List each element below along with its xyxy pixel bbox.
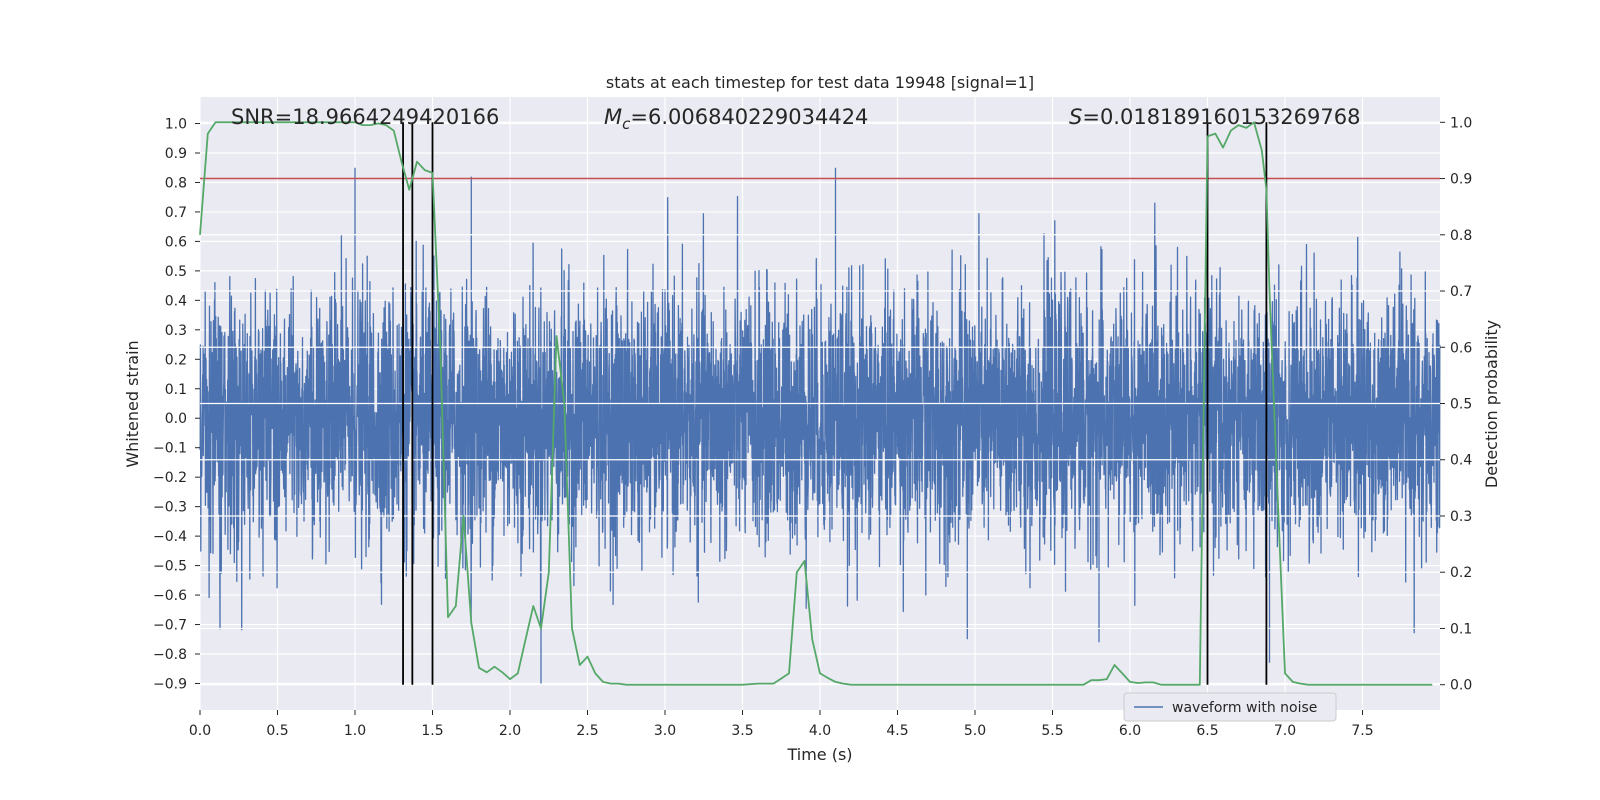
x-tick-label-0: 0.0: [189, 723, 211, 739]
x-tick-label-5: 2.5: [576, 723, 598, 739]
x-tick-label-10: 5.0: [964, 723, 986, 739]
chirp-mass-symbol: M: [604, 105, 622, 129]
y-right-tick-label-7: 0.7: [1450, 284, 1472, 300]
y-right-tick-label-9: 0.9: [1450, 172, 1472, 188]
y-left-tick-label-8: −0.1: [153, 441, 187, 457]
x-tick-label-12: 6.0: [1119, 723, 1141, 739]
probability-line: [199, 121, 1433, 686]
y-left-tick-label-6: −0.3: [153, 500, 187, 516]
y-left-tick-label-0: −0.9: [153, 676, 187, 692]
x-tick-label-8: 4.0: [809, 723, 831, 739]
x-tick-label-4: 2.0: [499, 723, 521, 739]
y-left-tick-label-16: 0.7: [165, 205, 187, 221]
y-left-tick-label-12: 0.3: [165, 323, 187, 339]
probability-series: [199, 121, 1433, 686]
x-tick-label-11: 5.5: [1041, 723, 1063, 739]
y-right-tick-label-8: 0.8: [1450, 228, 1472, 244]
y-axis-left-ticks: −0.9 −0.8 −0.7 −0.6 −0.5 −0.4 −0.3 −0.2 −0.1 0.0 0…: [153, 117, 200, 692]
y-left-tick-label-18: 0.9: [165, 146, 187, 162]
y-left-tick-label-15: 0.6: [165, 234, 187, 250]
x-axis-label: Time (s): [786, 745, 852, 764]
s-value: =0.018189160153269768: [1082, 105, 1360, 129]
snr-annotation: SNR=18.9664249420166: [231, 105, 499, 129]
x-axis-ticks: 0.0 0.5 1.0 1.5 2.0 2.5 3.0 3.5 4.0 4.5 5.0 5.5 6.0 6…: [189, 710, 1374, 739]
grid-overlay: [200, 121, 1440, 686]
y-left-tick-label-2: −0.7: [153, 618, 187, 634]
y-axis-right-label: Detection probability: [1482, 320, 1501, 488]
y-right-tick-label-0: 0.0: [1450, 678, 1472, 694]
chirp-mass-value: =6.006840229034424: [630, 105, 868, 129]
y-right-tick-label-10: 1.0: [1450, 115, 1472, 131]
legend-label: waveform with noise: [1172, 700, 1317, 716]
x-tick-label-9: 4.5: [886, 723, 908, 739]
y-left-tick-label-19: 1.0: [165, 117, 187, 133]
x-tick-label-7: 3.5: [731, 723, 753, 739]
x-tick-label-2: 1.0: [344, 723, 366, 739]
chirp-mass-annotation: Mc=6.006840229034424: [604, 105, 868, 133]
y-left-tick-label-17: 0.8: [165, 175, 187, 191]
y-right-tick-label-3: 0.3: [1450, 509, 1472, 525]
y-left-tick-label-1: −0.8: [153, 647, 187, 663]
y-axis-left-label: Whitened strain: [123, 340, 142, 467]
y-left-tick-label-10: 0.1: [165, 382, 187, 398]
y-left-tick-label-3: −0.6: [153, 588, 187, 604]
y-left-tick-label-9: 0.0: [165, 411, 187, 427]
chirp-mass-subscript: c: [622, 115, 631, 133]
y-left-tick-label-4: −0.5: [153, 559, 187, 575]
y-axis-right-ticks: 0.0 0.1 0.2 0.3 0.4 0.5 0.6 0.7 0.8 0.9 1.0: [1440, 115, 1472, 694]
y-right-tick-label-2: 0.2: [1450, 565, 1472, 581]
x-tick-label-3: 1.5: [421, 723, 443, 739]
y-left-tick-label-7: −0.2: [153, 470, 187, 486]
y-right-tick-label-6: 0.6: [1450, 340, 1472, 356]
y-left-tick-label-13: 0.4: [165, 293, 187, 309]
legend: waveform with noise: [1123, 692, 1337, 722]
y-left-tick-label-5: −0.4: [153, 529, 187, 545]
x-tick-label-1: 0.5: [266, 723, 288, 739]
x-tick-label-14: 7.0: [1274, 723, 1296, 739]
x-tick-label-13: 6.5: [1196, 723, 1218, 739]
y-left-tick-label-11: 0.2: [165, 352, 187, 368]
x-tick-label-6: 3.0: [654, 723, 676, 739]
legend-box: [1123, 692, 1337, 722]
y-right-tick-label-1: 0.1: [1450, 621, 1472, 637]
s-symbol: S: [1069, 105, 1082, 129]
y-right-tick-label-4: 0.4: [1450, 453, 1472, 469]
chart-title: stats at each timestep for test data 199…: [606, 73, 1034, 92]
y-left-tick-label-14: 0.5: [165, 264, 187, 280]
s-annotation: S=0.018189160153269768: [1069, 105, 1360, 129]
y-right-tick-label-5: 0.5: [1450, 397, 1472, 413]
x-tick-label-15: 7.5: [1351, 723, 1373, 739]
